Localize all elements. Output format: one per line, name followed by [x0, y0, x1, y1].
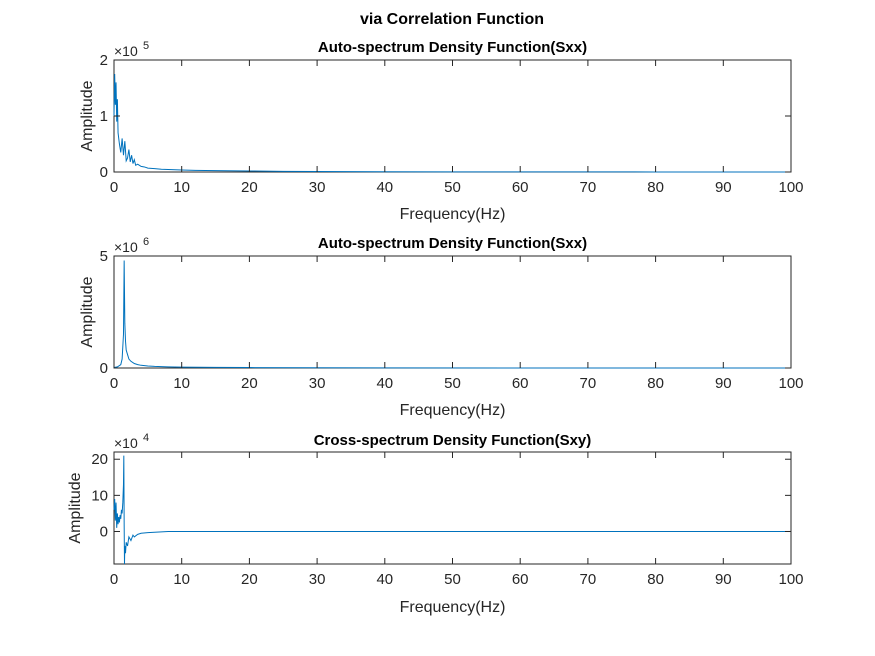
x-tick-label: 30 — [309, 375, 326, 392]
y-tick-label: 0 — [100, 523, 108, 540]
y-tick-label: 2 — [100, 52, 108, 69]
x-tick-label: 50 — [444, 179, 461, 196]
x-tick-label: 0 — [110, 179, 118, 196]
x-tick-label: 70 — [580, 179, 597, 196]
x-tick-label: 90 — [715, 179, 732, 196]
y-tick-label: 0 — [100, 164, 108, 181]
x-tick-label: 10 — [173, 179, 190, 196]
subplot-3: 0 10 20 30 40 50 60 70 80 90 100 0 10 20 ×10 4 Cross-spe… — [67, 432, 804, 616]
y-exponent-multiplier: ×10 — [114, 43, 138, 59]
y-tick-label: 10 — [91, 487, 108, 504]
x-tick-label: 20 — [241, 571, 258, 588]
series-line — [113, 455, 791, 565]
x-tick-label: 80 — [647, 375, 664, 392]
x-tick-label: 100 — [778, 179, 803, 196]
x-tick-label: 10 — [173, 375, 190, 392]
x-tick-label: 0 — [110, 571, 118, 588]
x-tick-label: 50 — [444, 375, 461, 392]
plot-area — [113, 59, 792, 173]
y-tick-label: 1 — [100, 108, 108, 125]
x-tick-label: 20 — [241, 375, 258, 392]
x-tick-label: 40 — [376, 375, 393, 392]
x-axis-label: Frequency(Hz) — [400, 599, 506, 616]
y-tick-label: 5 — [100, 248, 108, 265]
y-tick-label: 0 — [100, 360, 108, 377]
x-tick-label: 20 — [241, 179, 258, 196]
x-tick-label: 60 — [512, 571, 529, 588]
x-tick-label: 100 — [778, 571, 803, 588]
y-exponent: 6 — [143, 236, 149, 248]
x-tick-label: 90 — [715, 571, 732, 588]
x-tick-label: 30 — [309, 179, 326, 196]
y-exponent-multiplier: ×10 — [114, 239, 138, 255]
x-tick-label: 40 — [376, 571, 393, 588]
subplot-title: Auto-spectrum Density Function(Sxx) — [318, 235, 587, 252]
y-exponent: 4 — [143, 432, 149, 444]
plot-area — [113, 255, 792, 369]
series-line — [113, 73, 791, 173]
x-tick-label: 90 — [715, 375, 732, 392]
x-tick-label: 100 — [778, 375, 803, 392]
x-tick-label: 10 — [173, 571, 190, 588]
subplot-title: Cross-spectrum Density Function(Sxy) — [314, 432, 592, 449]
x-tick-label: 80 — [647, 571, 664, 588]
subplot-2: 0 10 20 30 40 50 60 70 80 90 100 0 5 ×10 6 Auto-spectru… — [79, 235, 804, 419]
subplot-title: Auto-spectrum Density Function(Sxx) — [318, 39, 587, 56]
x-tick-label: 70 — [580, 375, 597, 392]
x-axis-label: Frequency(Hz) — [400, 206, 506, 223]
x-tick-label: 0 — [110, 375, 118, 392]
x-tick-label: 60 — [512, 179, 529, 196]
x-tick-label: 80 — [647, 179, 664, 196]
y-axis-label: Amplitude — [79, 276, 96, 347]
figure-title: via Correlation Function — [360, 11, 544, 28]
x-tick-label: 50 — [444, 571, 461, 588]
y-exponent: 5 — [143, 40, 149, 52]
x-tick-label: 60 — [512, 375, 529, 392]
x-tick-label: 40 — [376, 179, 393, 196]
y-axis-label: Amplitude — [79, 80, 96, 151]
x-tick-label: 70 — [580, 571, 597, 588]
x-axis-label: Frequency(Hz) — [400, 402, 506, 419]
y-exponent-multiplier: ×10 — [114, 435, 138, 451]
subplot-1: 0 10 20 30 40 50 60 70 80 90 100 0 1 2 ×10 5 Auto-spectr… — [79, 39, 804, 223]
y-tick-label: 20 — [91, 451, 108, 468]
plot-area — [113, 451, 792, 565]
x-tick-label: 30 — [309, 571, 326, 588]
y-axis-label: Amplitude — [67, 472, 84, 543]
